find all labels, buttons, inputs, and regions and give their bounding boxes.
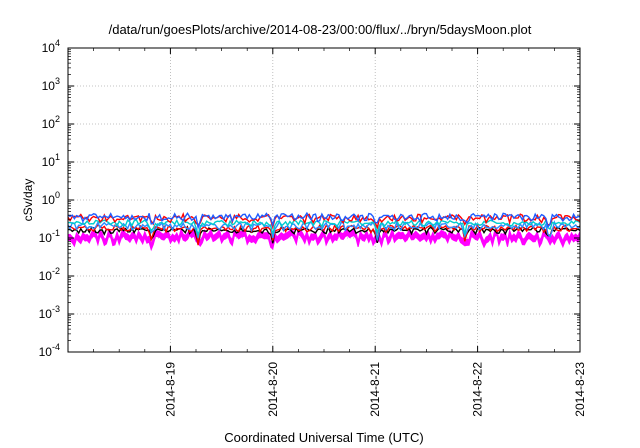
y-tick-label: 100	[42, 190, 60, 207]
y-tick-label: 102	[42, 114, 60, 131]
x-tick-label: 2014-8-23	[573, 362, 587, 417]
series-line	[67, 218, 581, 238]
y-tick-label: 104	[42, 38, 60, 55]
x-tick-label: 2014-8-21	[368, 362, 382, 417]
x-tick-label: 2014-8-20	[266, 362, 280, 417]
x-axis-label: Coordinated Universal Time (UTC)	[224, 430, 423, 445]
y-tick-label: 10-2	[39, 266, 60, 283]
y-tick-label: 10-4	[39, 342, 60, 359]
y-tick-label: 10-1	[39, 228, 60, 245]
series-line	[67, 219, 581, 241]
x-tick-label: 2014-8-19	[163, 362, 177, 417]
y-tick-label: 101	[42, 152, 60, 169]
series-line	[67, 211, 580, 231]
y-tick-label: 103	[42, 76, 60, 93]
grid	[68, 48, 580, 352]
axes: 10-4 10-3 10-2 10-1 100 101 102 103 104 2014-8-19…	[39, 38, 587, 417]
x-tick-label: 2014-8-22	[471, 362, 485, 417]
chart-title: /data/run/goesPlots/archive/2014-08-23/0…	[109, 22, 532, 37]
y-axis-label: cSv/day	[21, 179, 35, 222]
series-group	[67, 211, 581, 252]
series-line	[67, 225, 581, 245]
series-line	[67, 223, 581, 246]
y-tick-label: 10-3	[39, 304, 60, 321]
